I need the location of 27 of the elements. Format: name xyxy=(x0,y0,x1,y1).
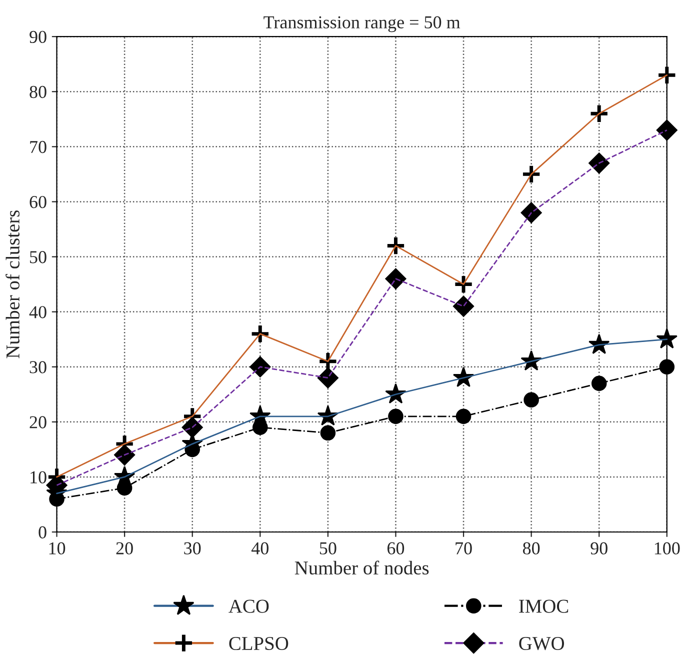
y-tick-label: 0 xyxy=(38,526,46,538)
x-tick-label: 20 xyxy=(116,542,133,554)
x-tick-label: 60 xyxy=(387,542,404,554)
y-tick-label: 50 xyxy=(30,251,46,264)
x-tick-label: 100 xyxy=(654,542,680,554)
y-tick-label: 30 xyxy=(30,361,46,374)
x-tick-label: 90 xyxy=(590,542,608,554)
y-axis-title: Number of clusters xyxy=(6,210,20,358)
x-tick-label: 50 xyxy=(320,542,336,554)
x-tick-label: 10 xyxy=(49,542,66,554)
x-tick-label: 40 xyxy=(251,542,268,554)
x-tick-label: 30 xyxy=(184,542,201,554)
x-tick-label: 80 xyxy=(522,542,540,554)
x-tick-label: 70 xyxy=(456,542,472,554)
y-tick-label: 60 xyxy=(30,196,46,208)
y-tick-label: 10 xyxy=(30,471,46,484)
legend-label: IMOC xyxy=(519,600,568,613)
y-tick-label: 20 xyxy=(30,416,46,428)
y-tick-label: 70 xyxy=(30,140,46,154)
legend-label: GWO xyxy=(519,636,564,650)
legend-label: CLPSO xyxy=(229,636,288,650)
y-tick-label: 80 xyxy=(30,86,46,98)
chart-title: Transmission range = 50 m xyxy=(264,16,460,32)
y-tick-label: 90 xyxy=(30,30,46,44)
legend-label: ACO xyxy=(228,600,269,613)
x-axis-title: Number of nodes xyxy=(294,560,429,575)
y-tick-label: 40 xyxy=(29,306,46,318)
